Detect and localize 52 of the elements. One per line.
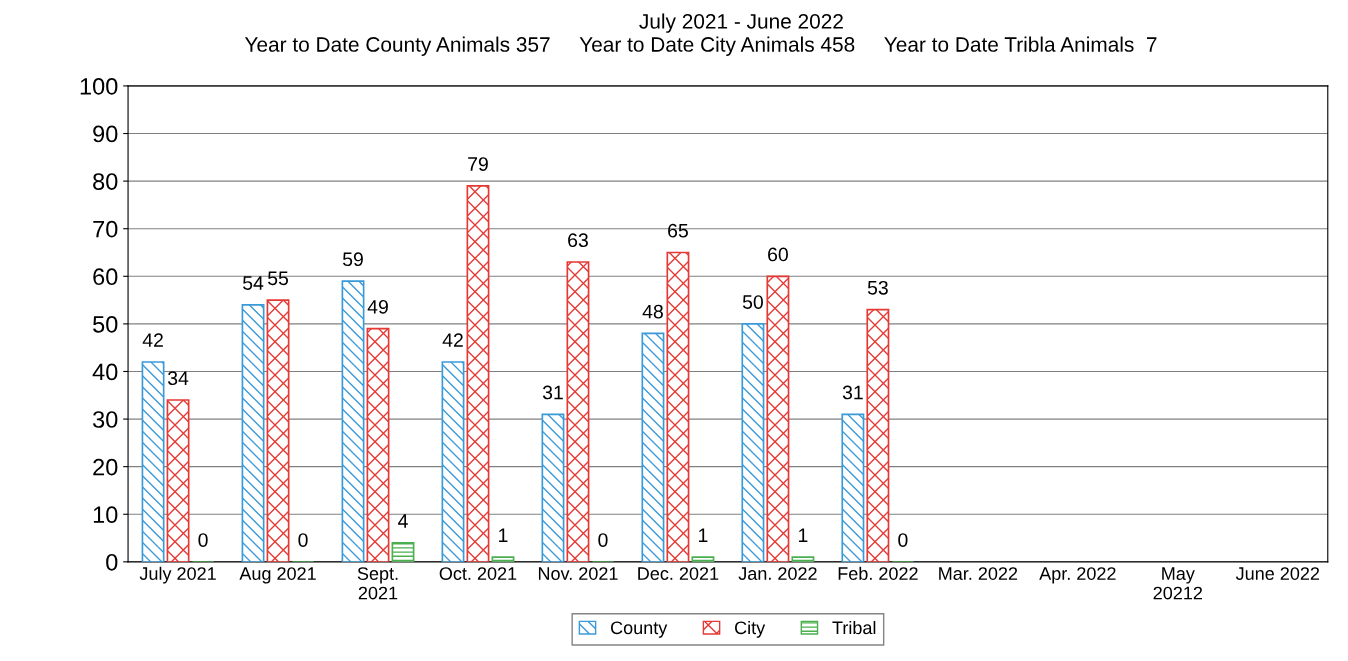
chart-title: July 2021 - June 2022 bbox=[639, 13, 843, 33]
data-label: 0 bbox=[198, 533, 208, 547]
legend-label: Tribal bbox=[832, 620, 876, 635]
x-tick-label: Dec. 2021 bbox=[638, 567, 719, 580]
data-label: 55 bbox=[267, 271, 289, 286]
x-tick-label: Oct. 2021 bbox=[439, 567, 517, 580]
x-tick-label: June 2022 bbox=[1235, 567, 1320, 580]
data-label: 4 bbox=[398, 514, 408, 528]
y-tick-label: 60 bbox=[93, 268, 118, 286]
x-tick-label: Sept. 2021 bbox=[357, 567, 398, 600]
legend-label: County bbox=[610, 621, 668, 638]
data-label: 48 bbox=[642, 304, 663, 319]
x-tick-label: Apr. 2022 bbox=[1039, 567, 1116, 584]
y-tick-label: 50 bbox=[93, 315, 118, 333]
data-label: 0 bbox=[298, 533, 308, 547]
data-label: 42 bbox=[142, 333, 163, 347]
x-tick-label: Aug 2021 bbox=[239, 567, 316, 584]
x-tick-label: Mar. 2022 bbox=[939, 567, 1018, 580]
x-tick-label: May 20212 bbox=[1153, 567, 1203, 600]
data-label: 53 bbox=[867, 280, 888, 295]
data-label: 50 bbox=[742, 295, 763, 309]
x-tick-label: July 2021 bbox=[139, 566, 216, 584]
y-tick-label: 90 bbox=[93, 125, 118, 143]
data-label: 31 bbox=[842, 385, 863, 400]
data-label: 1 bbox=[798, 528, 808, 542]
data-label: 63 bbox=[568, 233, 588, 248]
data-label: 42 bbox=[442, 333, 463, 347]
chart-subtitle: Year to Date County Animals 357 Year to Date City Animals 458 Year to Date Tribla Animals 7 bbox=[244, 36, 1157, 56]
x-tick-label: Jan. 2022 bbox=[738, 567, 817, 580]
data-label: 79 bbox=[468, 157, 488, 171]
data-label: 59 bbox=[342, 252, 363, 267]
data-label: 1 bbox=[499, 528, 508, 542]
y-tick-label: 30 bbox=[92, 411, 118, 428]
y-tick-label: 40 bbox=[92, 363, 118, 381]
y-tick-label: 10 bbox=[93, 506, 118, 524]
data-label: 49 bbox=[367, 299, 388, 314]
data-label: 0 bbox=[898, 533, 908, 547]
y-tick-label: 20 bbox=[93, 458, 118, 476]
data-label: 65 bbox=[668, 223, 688, 238]
data-label: 31 bbox=[542, 385, 563, 400]
legend-label: City bbox=[735, 620, 766, 638]
data-label: 60 bbox=[768, 247, 788, 262]
data-label: 54 bbox=[243, 276, 264, 290]
data-label: 34 bbox=[167, 371, 189, 386]
data-label: 1 bbox=[699, 528, 708, 542]
x-tick-label: Nov. 2021 bbox=[538, 567, 618, 580]
y-tick-label: 100 bbox=[80, 78, 118, 95]
y-tick-label: 70 bbox=[93, 220, 118, 238]
x-tick-label: Feb. 2022 bbox=[838, 566, 918, 580]
y-tick-label: 0 bbox=[106, 553, 118, 571]
data-label: 0 bbox=[598, 533, 608, 547]
y-tick-label: 80 bbox=[93, 173, 118, 190]
